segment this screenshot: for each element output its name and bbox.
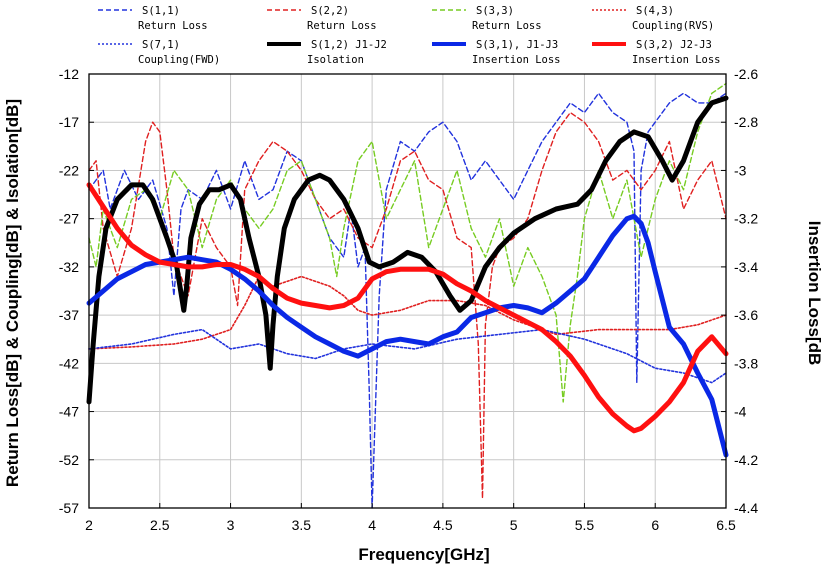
- legend-label-8: S(3,2) J2-J3: [636, 39, 712, 51]
- y-left-tick-label: -32: [59, 259, 79, 275]
- x-tick-label: 2: [85, 517, 93, 533]
- x-tick-label: 5: [510, 517, 518, 533]
- legend-sublabel-6: Isolation: [307, 54, 364, 66]
- series-line-2: [88, 111, 727, 500]
- y-left-tick-label: -42: [59, 355, 79, 371]
- x-tick-label: 3: [227, 517, 235, 533]
- legend-label-1: S(1,1): [142, 5, 180, 17]
- y-left-tick-label: -17: [59, 114, 79, 130]
- y-right-tick-label: -4: [734, 404, 747, 420]
- y-right-tick-label: -4.2: [734, 452, 758, 468]
- y-left-tick-label: -57: [59, 500, 79, 516]
- legend-label-3: S(3,3): [476, 5, 514, 17]
- x-tick-label: 6: [651, 517, 659, 533]
- legend-label-5: S(7,1): [142, 39, 180, 51]
- series-line-7: [86, 213, 729, 458]
- y-right-tick-label: -3: [734, 162, 747, 178]
- legend-sublabel-2: Return Loss: [307, 20, 377, 32]
- y-left-tick-label: -22: [59, 162, 79, 178]
- series-line-8: [86, 182, 729, 434]
- legend-sublabel-1: Return Loss: [138, 20, 208, 32]
- y-axis-left-title: Return Loss[dB] & Coupling[dB] & Isolati…: [3, 99, 22, 487]
- legend-sublabel-5: Coupling(FWD): [138, 54, 220, 66]
- plot-series: [86, 82, 729, 509]
- y-right-tick-label: -3.2: [734, 211, 758, 227]
- y-left-tick-label: -37: [59, 307, 79, 323]
- y-right-tick-label: -2.6: [734, 66, 758, 82]
- series-line-1: [88, 92, 727, 509]
- legend-sublabel-7: Insertion Loss: [472, 54, 561, 66]
- series-line-4: [88, 275, 727, 350]
- legend-label-7: S(3,1), J1-J3: [476, 39, 558, 51]
- y-right-tick-label: -3.6: [734, 307, 758, 323]
- y-left-tick-label: -47: [59, 404, 79, 420]
- legend-label-4: S(4,3): [636, 5, 674, 17]
- x-tick-label: 2.5: [150, 517, 170, 533]
- axis-ticks: 2 2.5 3 3.5 4 4.5 5 5.5 6 6.5 -12 -17 -22 -27 -32 -37 -4…: [59, 66, 759, 533]
- y-right-tick-label: -2.8: [734, 114, 758, 130]
- y-right-tick-label: -3.8: [734, 355, 758, 371]
- legend-sublabel-4: Coupling(RVS): [632, 20, 714, 32]
- legend-label-2: S(2,2): [311, 5, 349, 17]
- y-left-tick-label: -12: [59, 66, 79, 82]
- legend-sublabel-8: Insertion Loss: [632, 54, 721, 66]
- legend: S(1,1) Return Loss S(2,2) Return Loss S(3,3)…: [98, 5, 721, 66]
- series-line-5: [88, 328, 727, 384]
- y-left-tick-label: -27: [59, 211, 79, 227]
- plot-frame: [88, 73, 727, 509]
- y-right-tick-label: -3.4: [734, 259, 758, 275]
- legend-sublabel-3: Return Loss: [472, 20, 542, 32]
- y-right-tick-label: -4.4: [734, 500, 758, 516]
- series-line-3: [88, 82, 727, 403]
- series-line-6: [86, 95, 729, 405]
- y-left-tick-label: -52: [59, 452, 79, 468]
- x-tick-label: 4.5: [433, 517, 453, 533]
- x-tick-label: 3.5: [292, 517, 312, 533]
- y-axis-right-title: Insertion Loss[dB: [805, 221, 824, 366]
- legend-label-6: S(1,2) J1-J2: [311, 39, 387, 51]
- x-tick-label: 6.5: [716, 517, 736, 533]
- x-tick-label: 4: [368, 517, 376, 533]
- x-axis-title: Frequency[GHz]: [358, 545, 489, 564]
- x-tick-label: 5.5: [575, 517, 595, 533]
